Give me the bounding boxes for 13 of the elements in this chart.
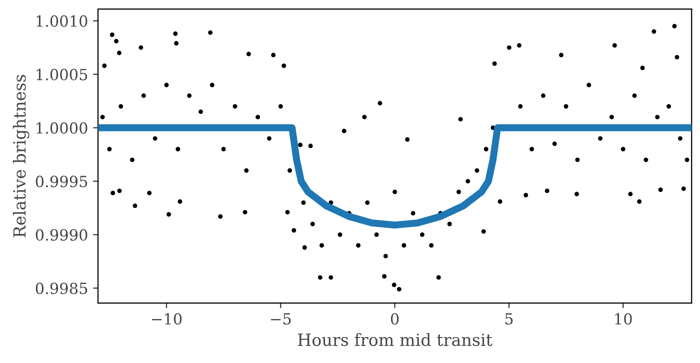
y-tick-label: 1.0005 <box>36 68 88 80</box>
x-tick-label: 5 <box>505 313 513 325</box>
x-axis-title: Hours from mid transit <box>298 333 492 346</box>
x-tick-label: −10 <box>152 313 182 325</box>
y-axis-title: Relative brightness <box>12 74 30 238</box>
x-tick-label: 10 <box>615 313 632 325</box>
x-tick-label: −5 <box>271 313 291 325</box>
x-tick-label: 0 <box>390 313 399 325</box>
y-tick-label: 1.0010 <box>36 15 88 27</box>
y-tick-label: 0.9995 <box>36 176 88 188</box>
y-tick-label: 0.9985 <box>36 282 88 294</box>
y-tick-label: 1.0000 <box>36 122 88 134</box>
y-tick-label: 0.9990 <box>36 229 88 241</box>
